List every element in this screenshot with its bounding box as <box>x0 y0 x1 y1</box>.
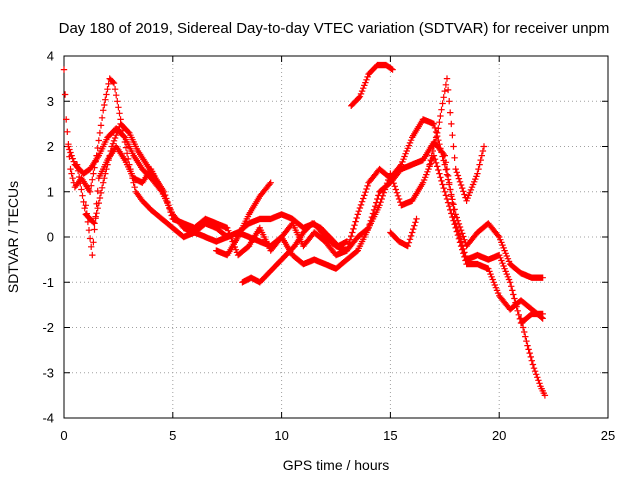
y-tick-label: 3 <box>47 94 54 109</box>
x-tick-label: 10 <box>274 428 288 443</box>
axis-ticks <box>63 55 609 419</box>
chart-title: Day 180 of 2019, Sidereal Day-to-day VTE… <box>59 20 610 37</box>
series-s10-markers <box>387 215 420 250</box>
data-series <box>60 61 549 399</box>
y-tick-label: 4 <box>47 49 54 64</box>
x-tick-label: 0 <box>60 428 67 443</box>
y-tick-label: -3 <box>42 365 54 380</box>
series-s7-markers <box>348 61 396 109</box>
series-s4-markers <box>82 143 163 259</box>
y-axis-label: SDTVAR / TECUs <box>5 181 21 293</box>
x-tick-label: 25 <box>601 428 615 443</box>
x-axis-label: GPS time / hours <box>283 457 390 473</box>
y-tick-label: -4 <box>42 411 54 426</box>
x-tick-label: 15 <box>383 428 397 443</box>
x-tick-label: 5 <box>169 428 176 443</box>
y-tick-label: 0 <box>47 230 54 245</box>
grid-lines <box>64 56 608 418</box>
y-tick-label: 1 <box>47 184 54 199</box>
y-tick-label: -2 <box>42 320 54 335</box>
series-s8-markers <box>426 75 488 204</box>
y-tick-label: 2 <box>47 139 54 154</box>
y-tick-labels: -4 -3 -2 -1 0 1 2 3 4 <box>42 49 54 426</box>
y-tick-label: -1 <box>42 275 54 290</box>
series-s5-markers <box>239 220 351 286</box>
series-s3-markers <box>73 120 546 322</box>
series-s6-markers <box>213 179 274 259</box>
x-tick-labels: 0 5 10 15 20 25 <box>60 428 615 443</box>
x-tick-label: 20 <box>492 428 506 443</box>
series-s9-markers <box>517 315 549 399</box>
